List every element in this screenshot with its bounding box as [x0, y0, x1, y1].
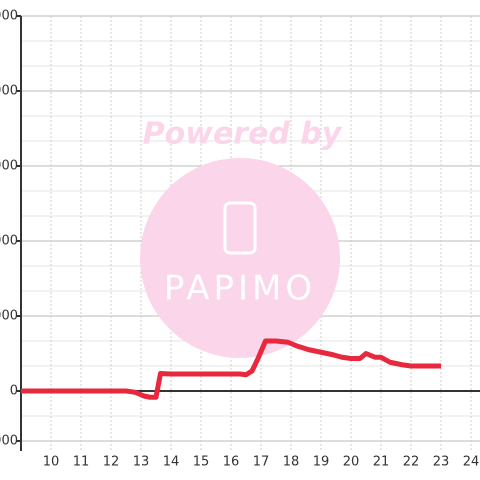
x-tick-label: 23: [433, 455, 450, 470]
y-tick-label: 90,000: [0, 159, 18, 174]
y-tick-label: 0: [10, 384, 18, 399]
y-tick-label: 150,000: [0, 9, 18, 24]
y-tick-label: 30,000: [0, 309, 18, 324]
x-tick-label: 18: [283, 455, 300, 470]
x-tick-label: 19: [313, 455, 330, 470]
x-tick-label: 11: [73, 455, 90, 470]
watermark-icon: [223, 201, 257, 255]
y-tick-label: -20,000: [0, 434, 18, 449]
y-tick-label: 120,000: [0, 84, 18, 99]
watermark-text: Powered by: [143, 117, 343, 152]
x-tick-label: 17: [253, 455, 270, 470]
x-tick-label: 21: [373, 455, 390, 470]
watermark-circle: [140, 158, 340, 358]
watermark-text: PAPIMO: [164, 269, 316, 309]
x-tick-label: 13: [133, 455, 150, 470]
line: [21, 338, 441, 400]
y-tick-label: 60,000: [0, 234, 18, 249]
x-tick-label: 14: [163, 455, 180, 470]
x-tick-label: 15: [193, 455, 210, 470]
x-tick-label: 10: [43, 455, 60, 470]
x-tick-label: 12: [103, 455, 120, 470]
x-tick-label: 20: [343, 455, 360, 470]
x-tick-label: 16: [223, 455, 240, 470]
x-tick-label: 22: [403, 455, 420, 470]
x-tick-label: 24: [463, 455, 480, 470]
